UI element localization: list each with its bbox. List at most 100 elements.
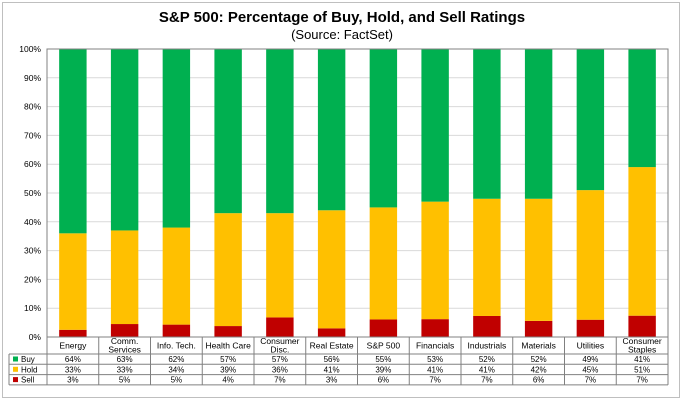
data-label: 5% [171, 376, 183, 385]
bar-sell [369, 319, 398, 337]
bar-hold [59, 233, 87, 330]
chart-subtitle: (Source: FactSet) [291, 27, 393, 42]
data-label: 4% [222, 376, 234, 385]
bar-hold [524, 198, 553, 321]
bar-hold [628, 167, 656, 316]
x-tick-label: Utilities [577, 341, 604, 351]
legend-label: Buy [21, 355, 35, 364]
y-tick-label: 50% [24, 188, 41, 198]
data-label: 41% [427, 365, 443, 374]
data-label: 7% [429, 376, 441, 385]
bar-buy [214, 49, 242, 214]
data-label: 34% [168, 365, 184, 374]
legend-label: Sell [21, 376, 35, 385]
y-tick-label: 20% [24, 274, 41, 284]
y-tick-label: 80% [24, 102, 41, 112]
bar-sell [162, 324, 191, 337]
data-label: 57% [272, 355, 288, 364]
legend-key-sell [13, 377, 18, 383]
data-label: 51% [634, 365, 650, 374]
data-label: 33% [117, 365, 133, 374]
bar-hold [576, 190, 605, 320]
bar-sell [628, 315, 656, 337]
bar-buy [110, 49, 139, 231]
legend-key-hold [13, 366, 18, 372]
bar-hold [162, 227, 191, 325]
data-label: 55% [375, 355, 391, 364]
x-tick-label: Materials [521, 341, 555, 351]
data-label: 41% [634, 355, 650, 364]
y-tick-label: 30% [24, 246, 41, 256]
bar-buy [59, 49, 87, 234]
bar-buy [473, 49, 501, 199]
y-tick-label: 0% [29, 332, 42, 342]
x-tick-label: Consumer Disc. [260, 336, 299, 355]
bar-hold [214, 213, 242, 327]
bar-sell [214, 326, 242, 337]
data-label: 45% [582, 365, 598, 374]
x-tick-label: Health Care [205, 341, 251, 351]
bar-sell [317, 328, 346, 337]
bar-sell [524, 320, 553, 337]
bar-hold [317, 210, 346, 329]
y-tick-label: 10% [24, 303, 41, 313]
x-tick-label: S&P 500 [367, 341, 401, 351]
bar-hold [473, 198, 501, 316]
bar-buy [266, 49, 294, 214]
x-tick-label: Consumer Staples [623, 336, 662, 355]
data-label: 7% [585, 376, 597, 385]
x-tick-label: Energy [59, 341, 87, 351]
data-label: 63% [117, 355, 133, 364]
bar-hold [266, 213, 294, 318]
data-label: 62% [168, 355, 184, 364]
bar-sell [110, 324, 139, 337]
y-tick-label: 90% [24, 73, 41, 83]
bar-buy [628, 49, 656, 168]
chart-frame [2, 2, 680, 398]
bar-hold [421, 201, 449, 320]
data-label: 7% [481, 376, 493, 385]
data-label: 3% [326, 376, 338, 385]
data-label: 41% [479, 365, 495, 374]
x-tick-label: Real Estate [310, 341, 354, 351]
data-label: 39% [375, 365, 391, 374]
data-label: 56% [324, 355, 340, 364]
x-tick-label: Comm. Services [108, 336, 141, 355]
y-tick-label: 40% [24, 217, 41, 227]
x-tick-label: Info. Tech. [157, 341, 196, 351]
bar-buy [524, 49, 553, 199]
x-tick-label: Financials [416, 341, 454, 351]
data-label: 39% [220, 365, 236, 374]
y-tick-label: 60% [24, 159, 41, 169]
data-label: 7% [636, 376, 648, 385]
x-tick-label: Industrials [468, 341, 507, 351]
bar-buy [162, 49, 191, 228]
bar-sell [59, 329, 87, 337]
y-tick-label: 70% [24, 130, 41, 140]
legend-key-buy [13, 356, 18, 362]
bar-hold [110, 230, 139, 325]
data-label: 3% [67, 376, 79, 385]
bar-buy [317, 49, 346, 211]
data-label: 41% [324, 365, 340, 374]
bar-sell [421, 319, 449, 337]
bar-buy [369, 49, 398, 208]
data-label: 42% [531, 365, 547, 374]
data-label: 52% [531, 355, 547, 364]
data-label: 5% [119, 376, 131, 385]
bar-sell [266, 317, 294, 337]
bar-buy [421, 49, 449, 202]
chart-title: S&P 500: Percentage of Buy, Hold, and Se… [158, 9, 526, 26]
data-label: 64% [65, 355, 81, 364]
bar-sell [473, 315, 501, 337]
data-label: 49% [582, 355, 598, 364]
data-label: 33% [65, 365, 81, 374]
y-tick-label: 100% [19, 44, 41, 54]
data-label: 6% [533, 376, 545, 385]
data-label: 52% [479, 355, 495, 364]
data-label: 53% [427, 355, 443, 364]
data-label: 36% [272, 365, 288, 374]
bar-sell [576, 319, 605, 337]
bar-hold [369, 207, 398, 320]
